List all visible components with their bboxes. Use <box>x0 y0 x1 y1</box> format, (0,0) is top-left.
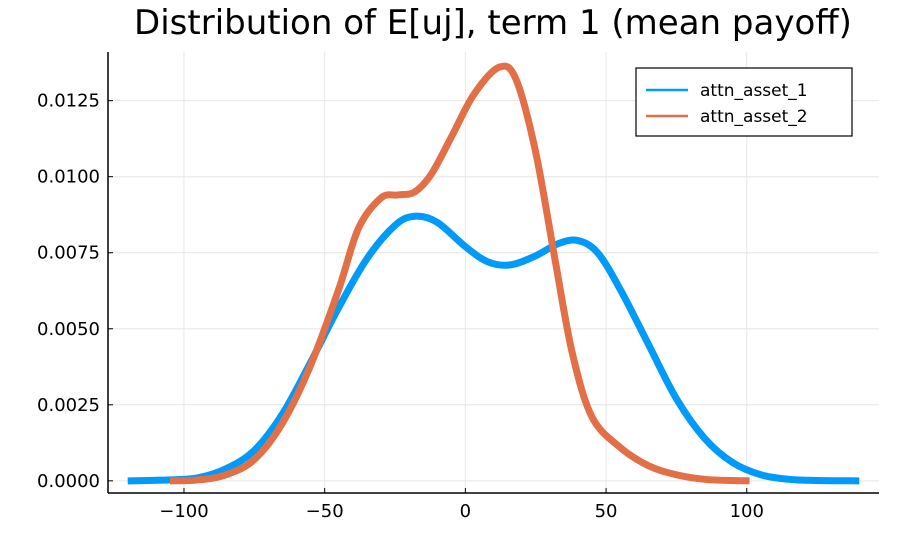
series-lines <box>127 62 860 485</box>
series-line-attn-asset-1 <box>127 212 860 485</box>
y-tick-label: 0.0050 <box>37 319 100 340</box>
y-tick-label: 0.0075 <box>37 243 100 264</box>
legend-label-attn-asset-1: attn_asset_1 <box>700 81 808 101</box>
legend-label-attn-asset-2: attn_asset_2 <box>700 107 808 127</box>
y-tick-label: 0.0125 <box>37 91 100 112</box>
legend-box <box>635 67 853 137</box>
y-tick-label: 0.0000 <box>37 471 100 492</box>
x-tick-label: 0 <box>460 501 471 522</box>
chart-title: Distribution of E[uj], term 1 (mean payo… <box>134 3 852 43</box>
legend: attn_asset_1 attn_asset_2 <box>635 67 853 137</box>
x-tick-label: −100 <box>159 501 208 522</box>
y-tick-label: 0.0100 <box>37 167 100 188</box>
x-tick-label: 100 <box>730 501 764 522</box>
tick-labels: −100 −50 0 50 100 0.0000 0.0025 0.0050 0.0075 0.0… <box>37 91 764 522</box>
y-tick-label: 0.0025 <box>37 395 100 416</box>
x-tick-label: −50 <box>306 501 344 522</box>
axes <box>107 52 879 494</box>
grid-lines <box>108 52 879 493</box>
series-line-attn-asset-2 <box>169 62 750 485</box>
x-tick-label: 50 <box>595 501 618 522</box>
